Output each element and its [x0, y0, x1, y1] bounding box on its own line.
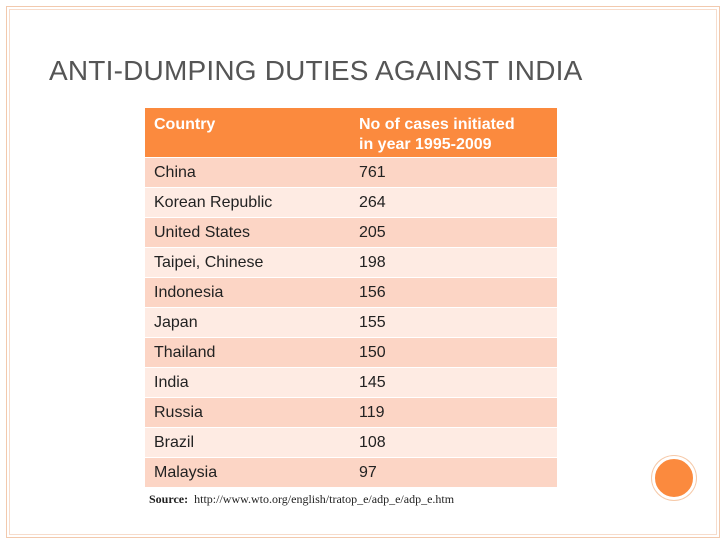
cell-country: China	[145, 157, 350, 188]
cell-cases: 198	[350, 247, 557, 278]
table-header-row: Country No of cases initiated in year 19…	[145, 108, 557, 158]
cell-country: Russia	[145, 397, 350, 428]
table-row: Korean Republic 264	[145, 187, 557, 218]
cell-country: India	[145, 367, 350, 398]
table-row: Japan 155	[145, 307, 557, 338]
source-label: Source:	[149, 492, 189, 506]
slide-title: ANTI-DUMPING DUTIES AGAINST INDIA	[49, 55, 583, 86]
cell-country: Thailand	[145, 337, 350, 368]
cell-cases: 156	[350, 277, 557, 308]
table-row: Malaysia 97	[145, 457, 557, 488]
table-row: India 145	[145, 367, 557, 398]
cases-table: Country No of cases initiated in year 19…	[145, 108, 557, 488]
header-cases-line2: in year 1995-2009	[359, 136, 492, 153]
slide-frame-inner	[9, 9, 717, 535]
cell-cases: 155	[350, 307, 557, 338]
cell-country: Taipei, Chinese	[145, 247, 350, 278]
cell-cases: 150	[350, 337, 557, 368]
header-country: Country	[145, 108, 350, 158]
cell-country: Indonesia	[145, 277, 350, 308]
cell-cases: 119	[350, 397, 557, 428]
table-row: Thailand 150	[145, 337, 557, 368]
cell-country: Japan	[145, 307, 350, 338]
cell-cases: 108	[350, 427, 557, 458]
source-citation: Source: http://www.wto.org/english/tratop…	[149, 492, 454, 507]
header-cases-line1: No of cases initiated	[359, 116, 515, 133]
cell-cases: 145	[350, 367, 557, 398]
table-row: China 761	[145, 157, 557, 188]
table-row: Taipei, Chinese 198	[145, 247, 557, 278]
cell-country: Brazil	[145, 427, 350, 458]
table-row: United States 205	[145, 217, 557, 248]
table-row: Russia 119	[145, 397, 557, 428]
cell-cases: 264	[350, 187, 557, 218]
cell-country: Korean Republic	[145, 187, 350, 218]
slide-frame-outer	[6, 6, 720, 538]
header-cases: No of cases initiated in year 1995-2009	[350, 108, 557, 158]
cell-country: United States	[145, 217, 350, 248]
table-row: Brazil 108	[145, 427, 557, 458]
cell-cases: 761	[350, 157, 557, 188]
cell-cases: 205	[350, 217, 557, 248]
table-row: Indonesia 156	[145, 277, 557, 308]
source-url: http://www.wto.org/english/tratop_e/adp_…	[194, 492, 455, 506]
decorative-circle-icon	[652, 456, 696, 500]
cell-cases: 97	[350, 457, 557, 488]
cell-country: Malaysia	[145, 457, 350, 488]
